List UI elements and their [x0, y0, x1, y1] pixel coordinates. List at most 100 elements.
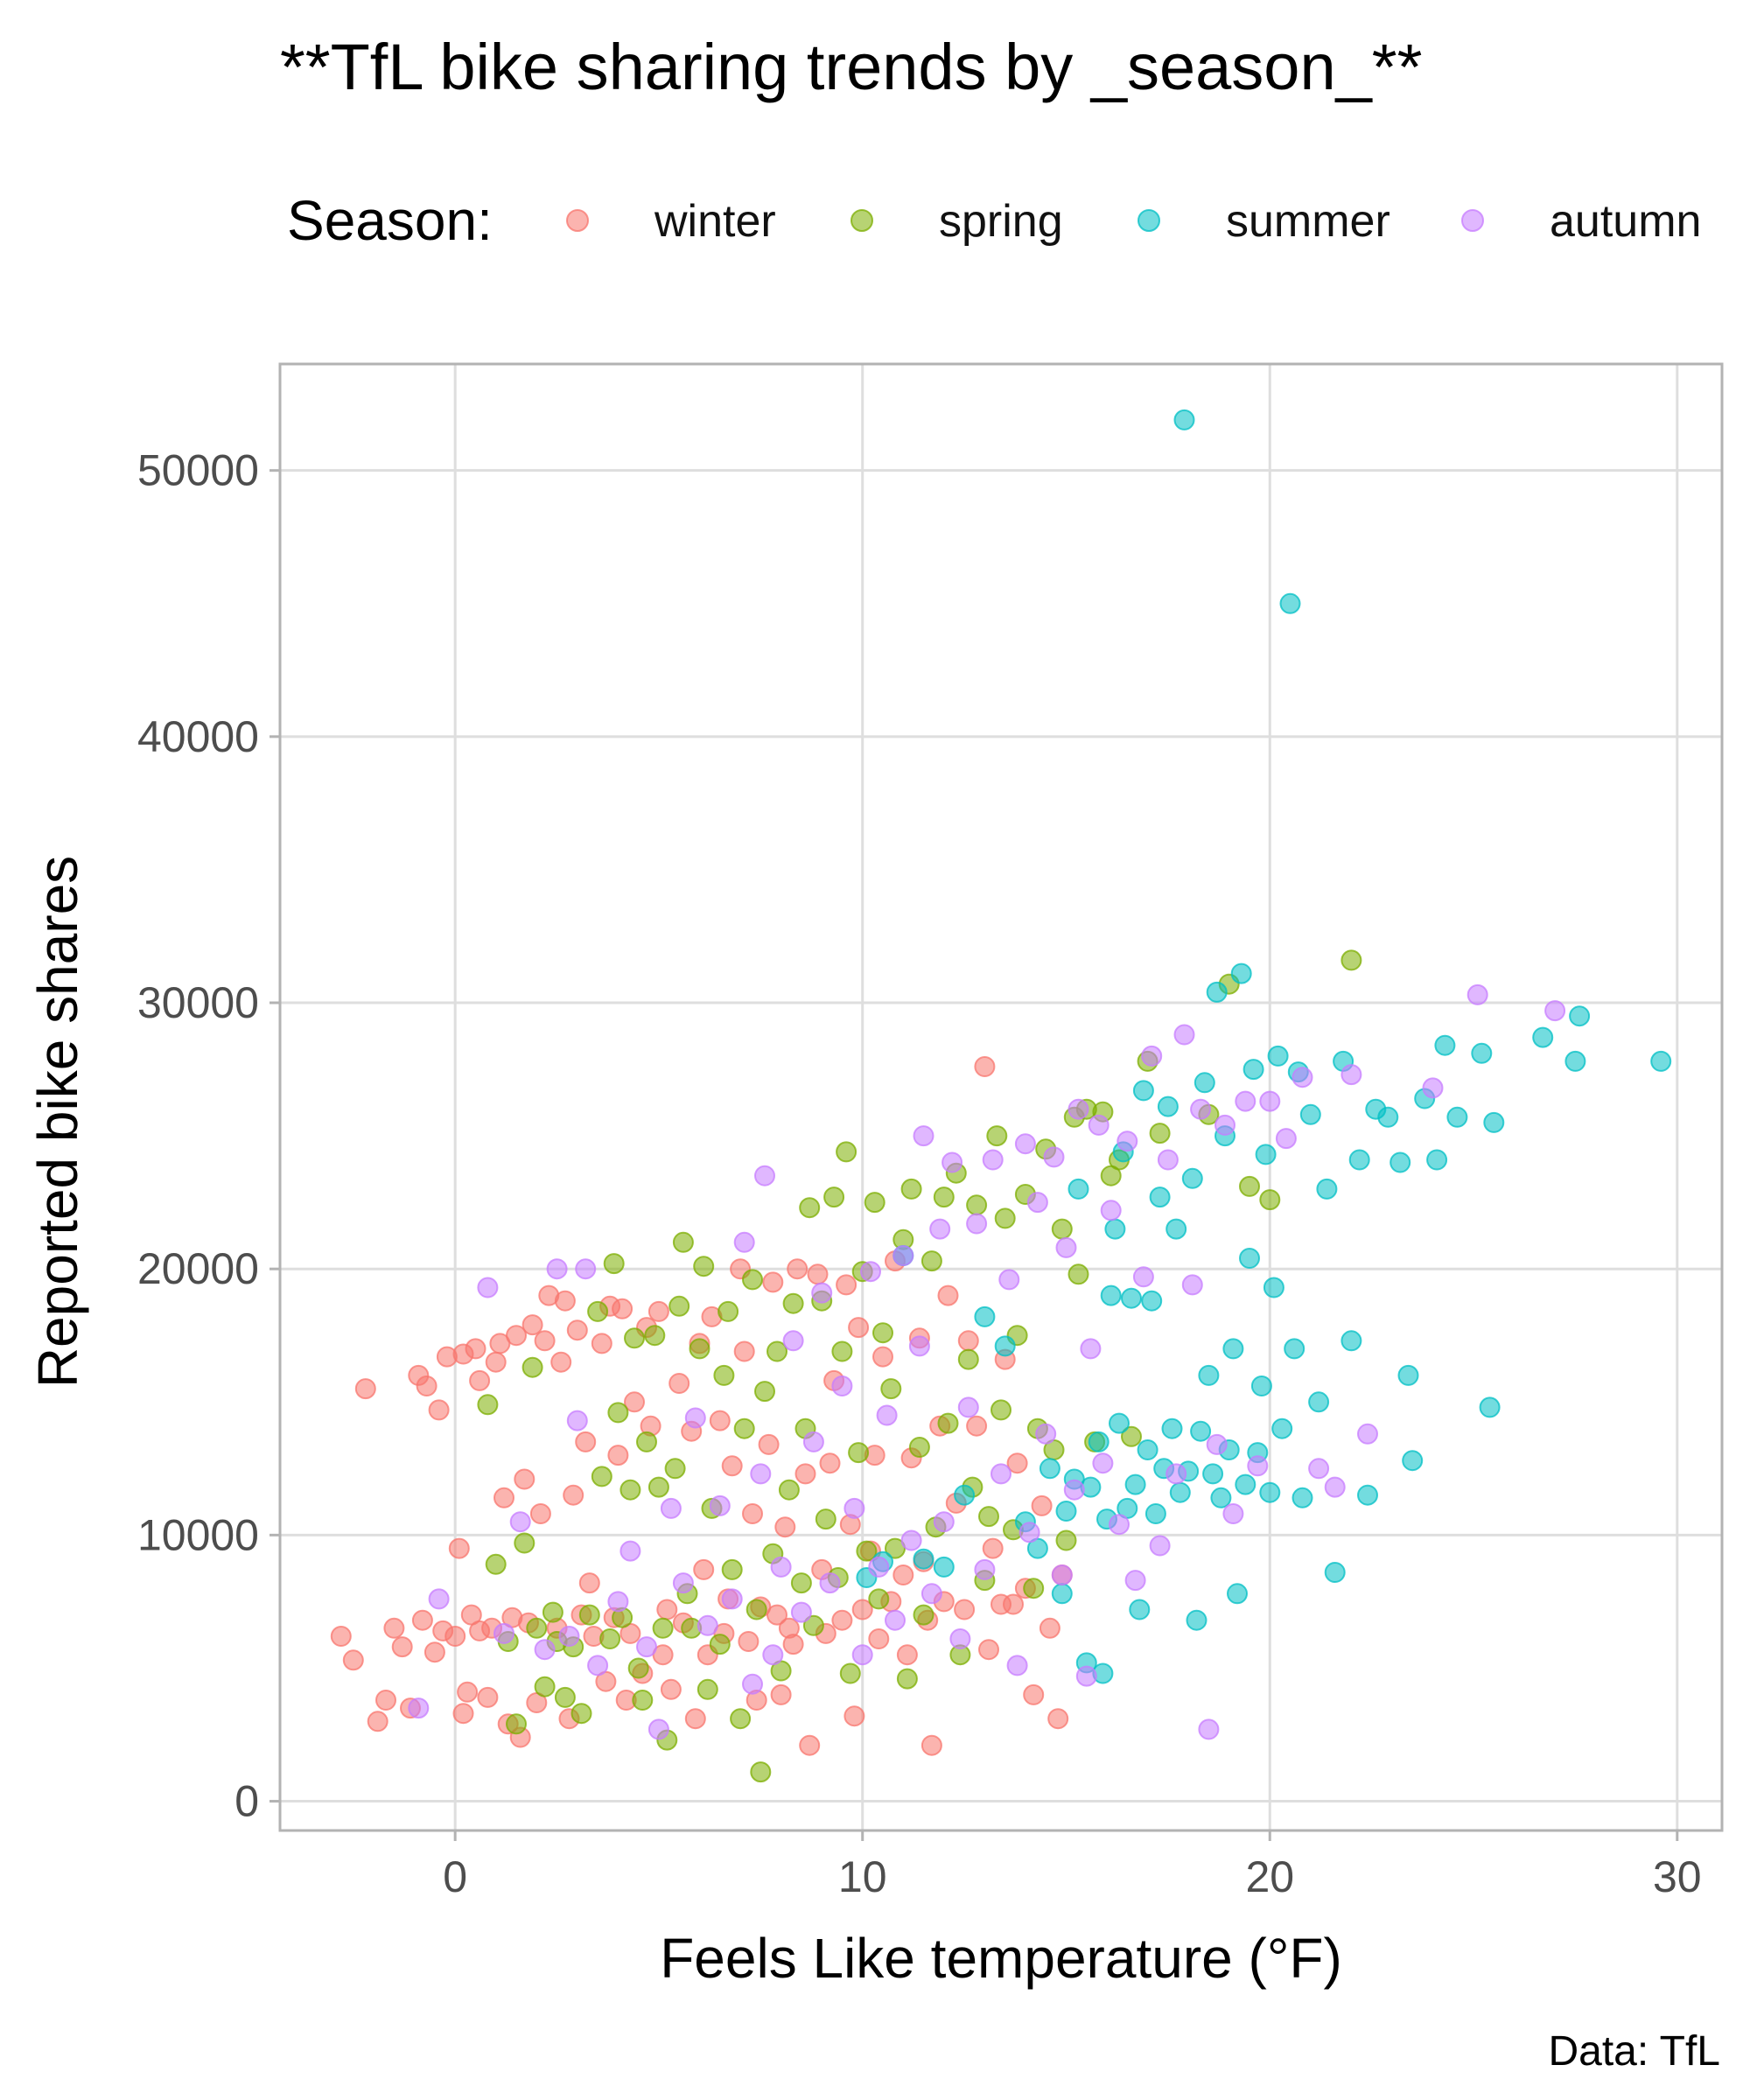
data-point: [848, 1317, 870, 1339]
data-point: [864, 1192, 886, 1214]
data-point: [933, 1186, 955, 1208]
data-point: [709, 1494, 731, 1516]
data-point: [892, 1564, 914, 1586]
legend-label-winter: winter: [654, 196, 776, 247]
data-point: [1483, 1111, 1505, 1133]
data-point: [1149, 1186, 1171, 1208]
data-point: [844, 1705, 865, 1727]
data-point: [696, 1614, 718, 1636]
data-point: [742, 1673, 763, 1695]
data-point: [868, 1556, 890, 1578]
data-point: [416, 1376, 438, 1396]
data-point: [506, 1713, 527, 1735]
data-point: [994, 1335, 1016, 1357]
data-point: [1259, 1481, 1281, 1503]
data-point: [1023, 1578, 1045, 1600]
data-point: [860, 1261, 881, 1283]
data-point: [648, 1718, 669, 1740]
data-point: [1035, 1423, 1057, 1445]
data-point: [632, 1690, 654, 1711]
data-point: [1006, 1655, 1028, 1676]
data-point: [522, 1314, 543, 1336]
legend-key-spring: [850, 209, 873, 232]
data-point: [1230, 962, 1252, 984]
data-point: [913, 1604, 934, 1626]
data-point: [1434, 1034, 1456, 1056]
legend-key-summer: [1138, 209, 1160, 232]
data-point: [1259, 1090, 1281, 1112]
data-point: [957, 1330, 979, 1352]
series-winter: [330, 1056, 1073, 1756]
data-point: [1255, 1144, 1277, 1166]
data-point: [469, 1369, 491, 1391]
data-point: [411, 1609, 433, 1631]
data-point: [1006, 1452, 1028, 1474]
data-point: [1426, 1149, 1448, 1171]
data-point: [754, 1165, 775, 1186]
data-point: [566, 1320, 588, 1341]
data-point: [954, 1599, 976, 1620]
data-point: [1173, 409, 1195, 430]
data-point: [1227, 1583, 1248, 1605]
data-point: [750, 1463, 772, 1485]
data-point: [920, 1734, 942, 1756]
data-point: [563, 1484, 584, 1506]
data-point: [750, 1761, 772, 1783]
data-point: [815, 1508, 836, 1530]
data-point: [477, 1277, 499, 1298]
data-point: [506, 1325, 527, 1347]
legend: Season: winter spring summer autumn: [287, 189, 1701, 252]
data-point: [831, 1609, 853, 1631]
data-point: [693, 1558, 715, 1580]
data-point: [591, 1333, 612, 1354]
data-point: [1055, 1530, 1077, 1551]
data-point: [457, 1681, 479, 1703]
data-point: [1068, 1264, 1089, 1285]
data-point: [514, 1532, 536, 1554]
data-point: [896, 1644, 918, 1666]
data-point: [477, 1394, 499, 1416]
legend-key-winter: [566, 209, 589, 232]
data-point: [733, 1231, 755, 1253]
data-point: [1190, 1098, 1212, 1120]
data-point: [957, 1396, 979, 1418]
data-point: [1214, 1114, 1236, 1136]
data-point: [721, 1588, 743, 1610]
data-point: [1308, 1391, 1330, 1413]
data-point: [1222, 1338, 1244, 1360]
data-point: [644, 1325, 666, 1347]
data-point: [575, 1258, 597, 1280]
data-point: [1446, 1106, 1468, 1128]
data-point: [848, 1442, 870, 1464]
data-point: [1377, 1106, 1399, 1128]
data-point: [787, 1258, 808, 1280]
data-point: [937, 1412, 959, 1434]
data-point: [1141, 1045, 1163, 1067]
data-point: [1003, 1593, 1024, 1615]
data-point: [1144, 1503, 1166, 1524]
data-point: [1116, 1130, 1138, 1152]
data-point: [954, 1484, 976, 1506]
data-point: [603, 1253, 625, 1275]
data-point: [819, 1452, 841, 1474]
data-point: [742, 1269, 763, 1291]
data-point: [668, 1373, 690, 1394]
y-tick-label: 0: [234, 1777, 259, 1826]
data-point: [648, 1300, 669, 1322]
data-point: [1324, 1476, 1346, 1498]
data-point: [546, 1258, 568, 1280]
data-point: [851, 1644, 873, 1666]
data-point: [1275, 1128, 1297, 1150]
data-point: [660, 1678, 682, 1700]
data-point: [1137, 1439, 1158, 1460]
data-point: [424, 1642, 445, 1663]
data-point: [1080, 1338, 1102, 1360]
data-point: [696, 1678, 718, 1700]
data-point: [1104, 1218, 1126, 1240]
data-point: [668, 1295, 690, 1317]
data-point: [1132, 1080, 1154, 1102]
data-point: [933, 1556, 955, 1578]
data-points: [330, 409, 1672, 1783]
data-point: [1181, 1167, 1203, 1189]
data-point: [554, 1290, 576, 1312]
